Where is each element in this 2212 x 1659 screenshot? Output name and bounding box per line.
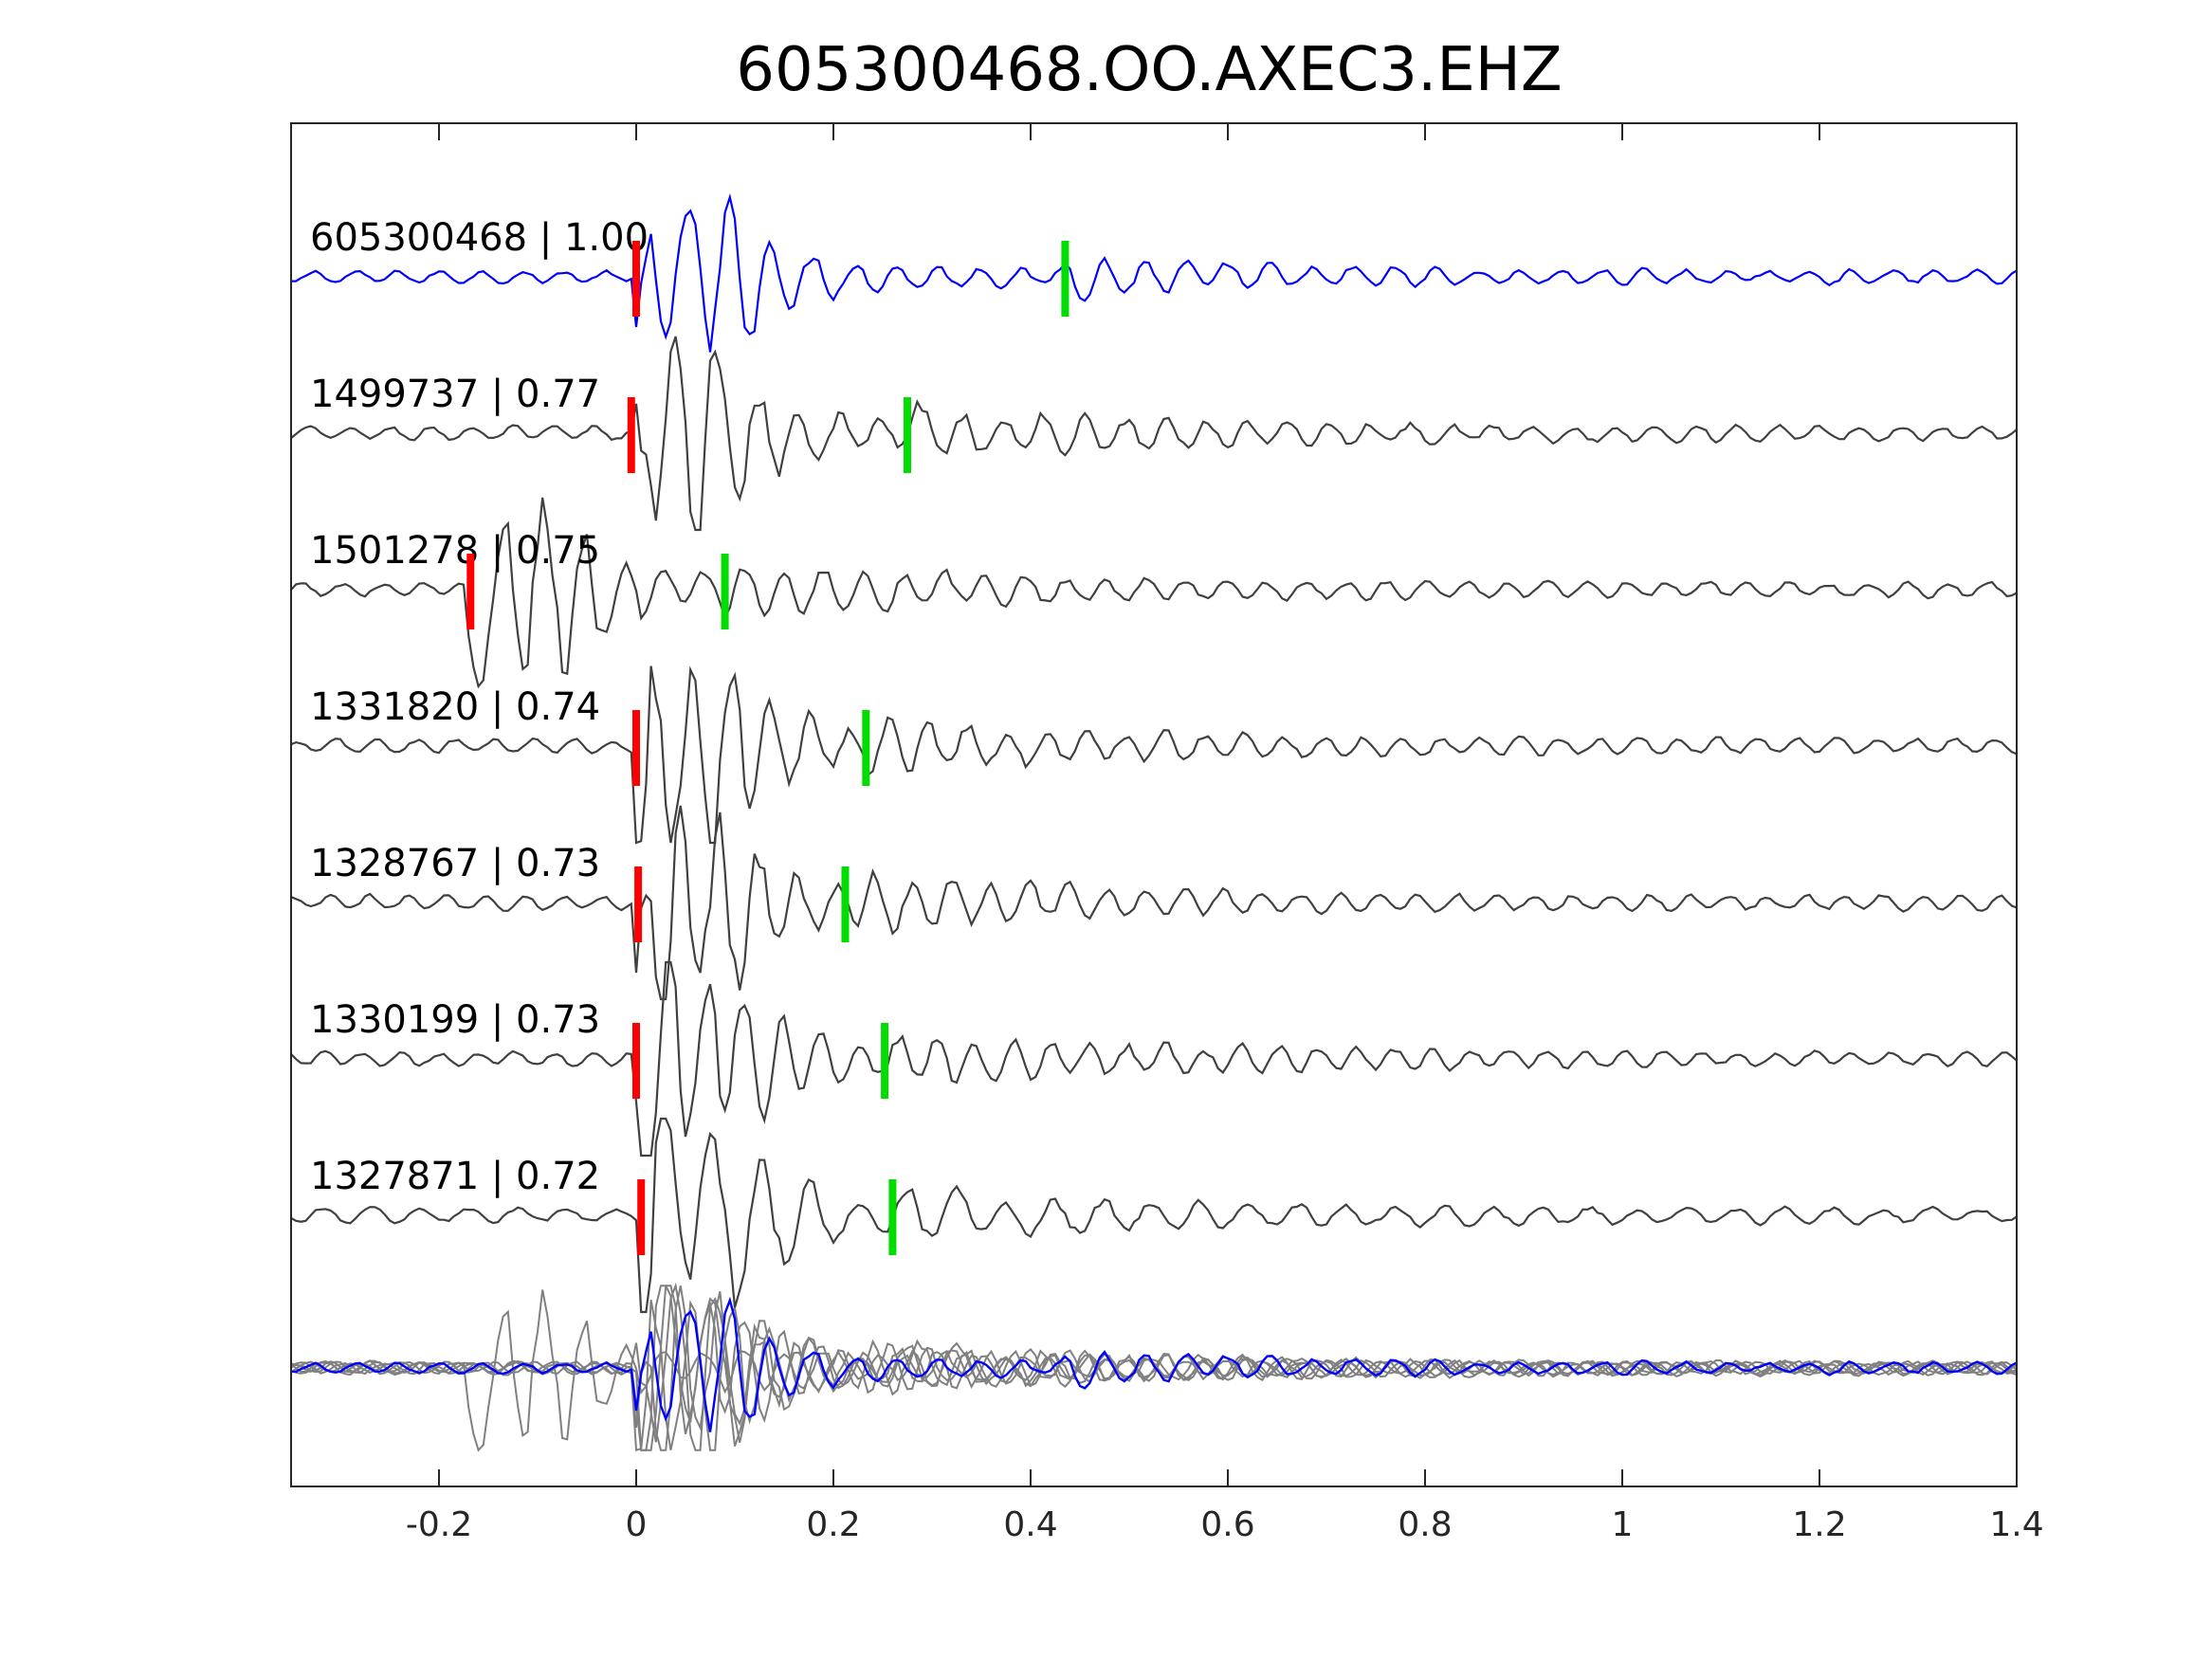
trace-1499737 [290, 336, 2018, 532]
trace-labels-group: 605300468 | 1.00 1499737 | 0.77 1501278 | … [310, 216, 649, 1198]
trace-1501278 [290, 497, 2018, 689]
picks-group [466, 241, 1069, 1255]
trace-label-1331820: 1331820 | 0.74 [310, 685, 600, 729]
trace-label-1330199: 1330199 | 0.73 [310, 998, 600, 1042]
x-tick-label: -0.2 [406, 1505, 472, 1544]
trace-label-605300468: 605300468 | 1.00 [310, 216, 649, 260]
axes-group: -0.2 0 0.2 0.4 0.6 0.8 1 1.2 1.4 [290, 122, 2044, 1544]
stack-overlay-trace-1501278 [290, 1289, 2018, 1452]
trace-label-1501278: 1501278 | 0.75 [310, 529, 600, 573]
x-tick-label: 0.2 [806, 1505, 860, 1544]
trace-1328767 [290, 805, 2018, 1001]
stack-overlay-trace-1330199 [290, 1285, 2018, 1451]
axes-frame [290, 122, 2018, 1487]
x-tick-label: 1.4 [1989, 1505, 2043, 1544]
trace-1327871 [290, 1117, 2018, 1314]
trace-1330199 [290, 960, 2018, 1158]
trace-label-1328767: 1328767 | 0.73 [310, 842, 600, 885]
trace-605300468 [290, 192, 2018, 353]
chart-title: 605300468.OO.AXEC3.EHZ [736, 35, 1563, 105]
trace-label-1499737: 1499737 | 0.77 [310, 373, 600, 416]
x-tick-label: 1 [1612, 1505, 1634, 1544]
stack-overlay-trace-1327871 [290, 1285, 2018, 1451]
traces-group [290, 192, 2018, 1452]
x-tick-label: 0.6 [1200, 1505, 1254, 1544]
x-tick-label: 1.2 [1792, 1505, 1846, 1544]
x-tick-label: 0.4 [1003, 1505, 1057, 1544]
trace-1331820 [290, 665, 2018, 845]
x-tick-label: 0 [626, 1505, 648, 1544]
stack-overlay-trace-605300468 [290, 1296, 2018, 1432]
x-tick-label: 0.8 [1398, 1505, 1452, 1544]
trace-label-1327871: 1327871 | 0.72 [310, 1155, 600, 1198]
